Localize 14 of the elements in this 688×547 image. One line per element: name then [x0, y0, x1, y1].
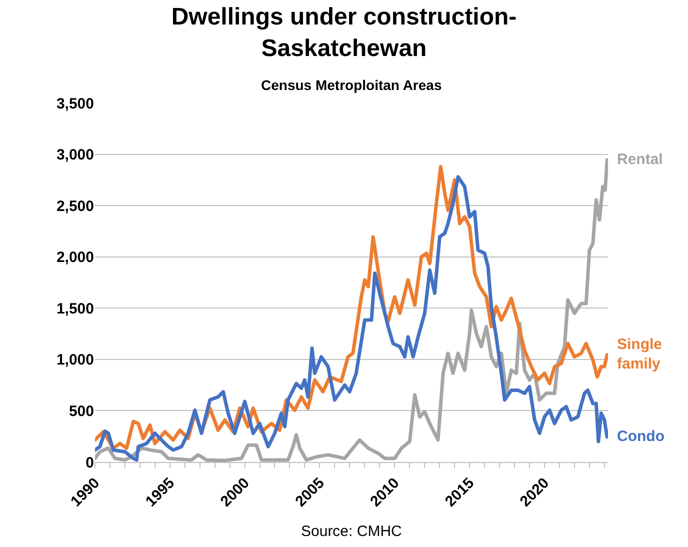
y-tick-label: 0: [86, 454, 94, 472]
y-tick-label: 2,000: [56, 249, 94, 266]
series-label: Condo: [617, 428, 664, 445]
chart-subtitle: Census Metroploitan Areas: [261, 77, 442, 93]
y-tick-label: 2,500: [56, 198, 94, 215]
source-note: Source: CMHC: [301, 523, 402, 540]
y-tick-label: 1,500: [56, 300, 94, 318]
chart-title: Dwellings under construction- Saskatchewan: [171, 4, 517, 62]
y-tick-label: 1,000: [56, 352, 94, 369]
y-tick-label: 3,000: [56, 146, 94, 164]
y-tick-label: 3,500: [56, 95, 94, 112]
y-tick-label: 500: [68, 402, 94, 420]
series-label: Rental: [617, 151, 663, 168]
series-label: Single family: [617, 336, 662, 372]
